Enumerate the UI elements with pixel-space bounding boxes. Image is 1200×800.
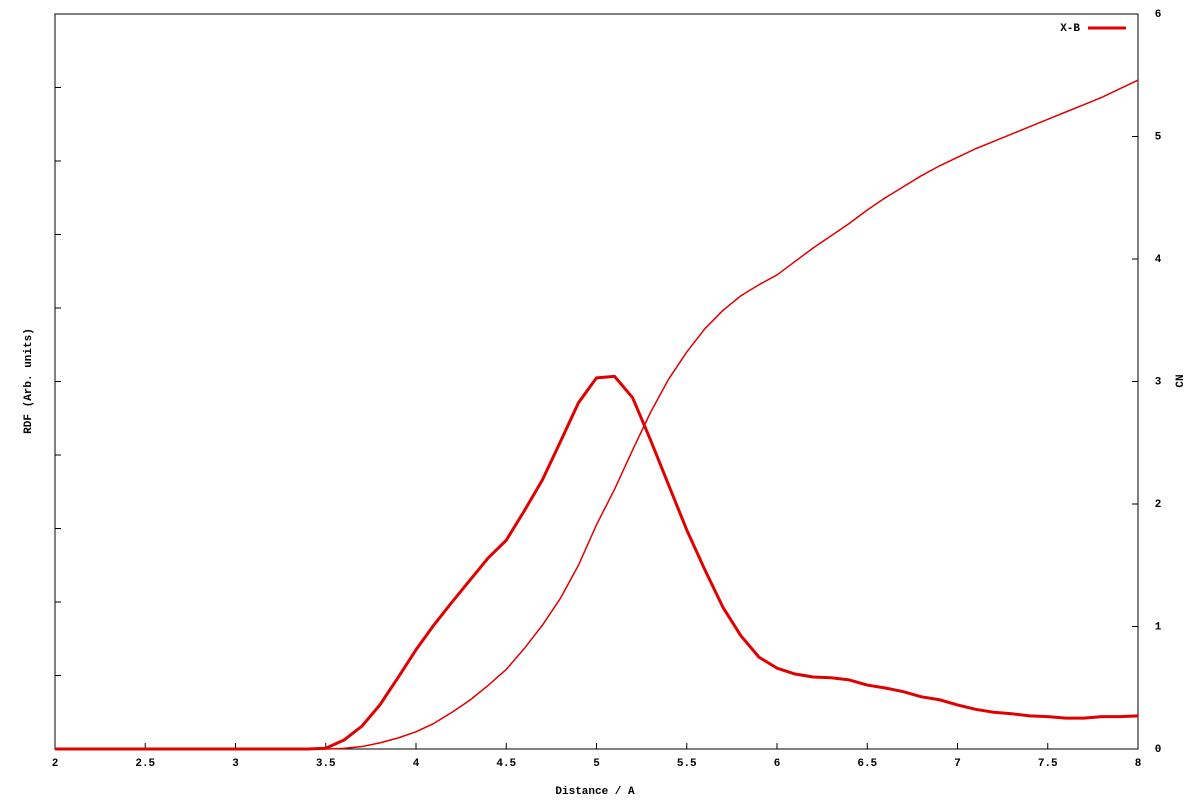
y-axis-label: RDF (Arb. units) xyxy=(23,328,35,434)
x-tick-label: 8 xyxy=(1135,758,1142,770)
x-tick-label: 3.5 xyxy=(316,758,336,770)
line-series xyxy=(55,79,1139,750)
line-series xyxy=(55,374,1139,751)
x-tick-label: 2 xyxy=(52,758,59,770)
x-tick-label: 3 xyxy=(232,758,239,770)
x-tick-label: 4.5 xyxy=(496,758,516,770)
y2-tick-label: 5 xyxy=(1155,131,1162,143)
x-tick-label: 7.5 xyxy=(1038,758,1058,770)
y2-tick-label: 3 xyxy=(1155,376,1162,388)
y2-axis-label: CN xyxy=(1175,374,1187,387)
x-axis-label: Distance / A xyxy=(555,786,635,798)
x-tick-label: 5.5 xyxy=(677,758,697,770)
x-tick-label: 5 xyxy=(593,758,600,770)
y2-tick-label: 2 xyxy=(1155,499,1162,511)
y2-tick-label: 0 xyxy=(1155,744,1162,756)
legend-label: X-B xyxy=(1060,23,1080,35)
y2-tick-label: 4 xyxy=(1155,254,1162,266)
x-tick-label: 6.5 xyxy=(857,758,877,770)
y2-tick-label: 6 xyxy=(1155,9,1162,21)
x-tick-label: 2.5 xyxy=(135,758,155,770)
x-tick-label: 7 xyxy=(954,758,961,770)
y2-tick-label: 1 xyxy=(1155,621,1162,633)
x-tick-label: 6 xyxy=(774,758,781,770)
x-tick-label: 4 xyxy=(413,758,420,770)
plot-frame xyxy=(54,13,1139,750)
